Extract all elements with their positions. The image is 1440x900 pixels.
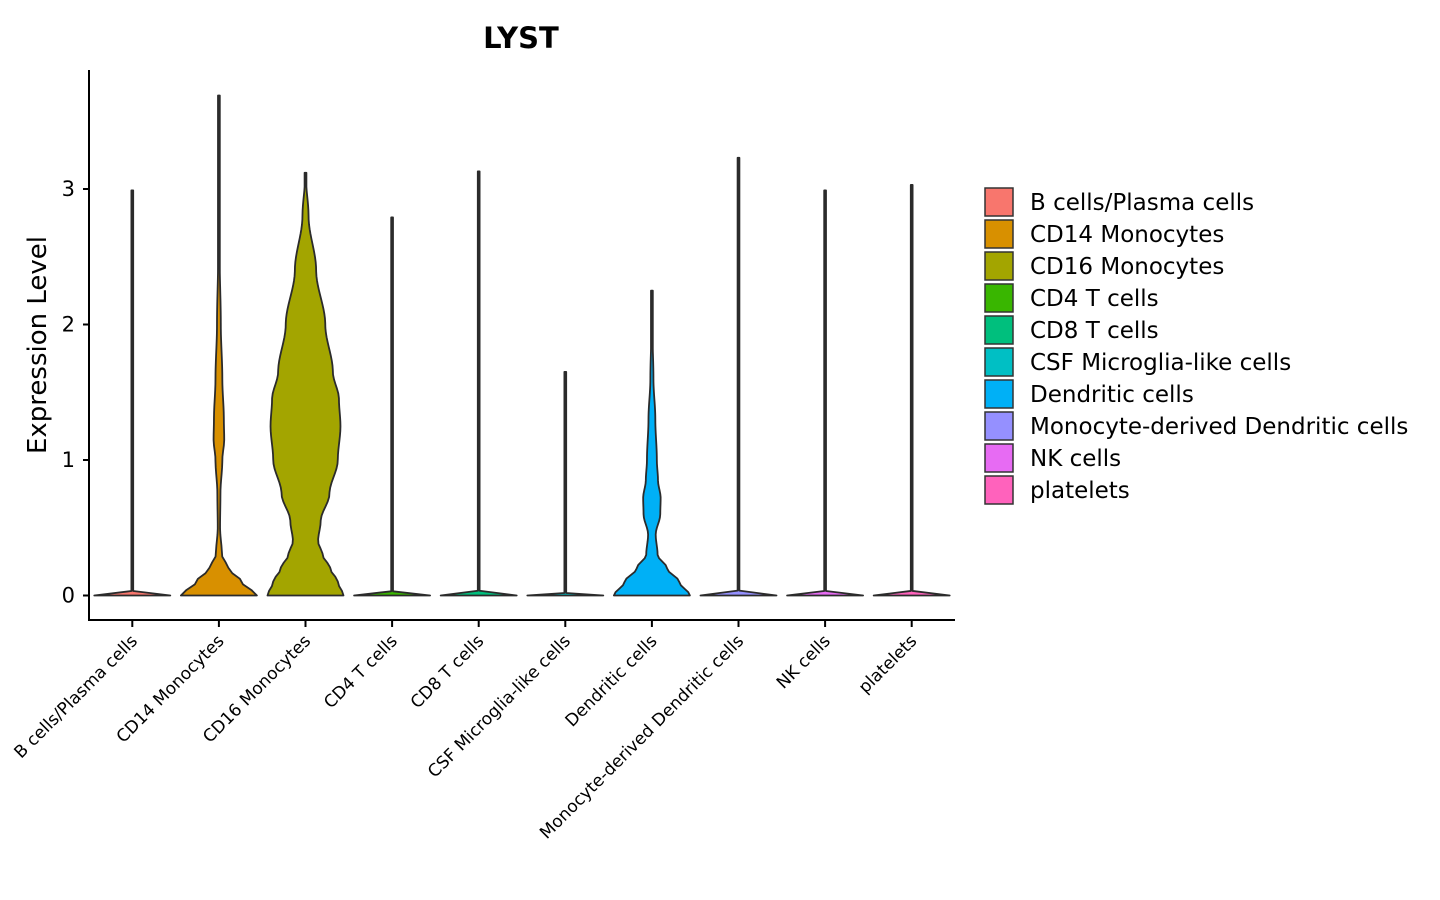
legend-swatch	[984, 411, 1014, 441]
legend-swatch	[984, 187, 1014, 217]
x-tick-label: CD4 T cells	[320, 631, 401, 712]
violin-2	[180, 94, 258, 597]
y-tick-label: 3	[62, 177, 75, 201]
x-tick-label: CD8 T cells	[407, 631, 488, 712]
violin-1	[93, 189, 172, 597]
legend-label: Dendritic cells	[1030, 382, 1194, 408]
violin-7	[613, 289, 691, 597]
chart-title: LYST	[483, 21, 559, 55]
x-tick-label: CSF Microglia-like cells	[424, 631, 575, 782]
violin-8	[699, 156, 778, 597]
y-axis-title: Expression Level	[23, 236, 53, 454]
violin-6	[526, 371, 605, 597]
y-tick-label: 1	[62, 448, 75, 472]
legend-swatch	[984, 379, 1014, 409]
legend-swatch	[984, 283, 1014, 313]
legend-label: CD8 T cells	[1030, 318, 1159, 344]
y-tick-label: 0	[62, 584, 75, 608]
legend-swatch	[984, 251, 1014, 281]
y-tick-label: 2	[62, 313, 75, 337]
violin-4	[353, 216, 431, 597]
violin-5	[439, 170, 518, 597]
legend-label: CD14 Monocytes	[1030, 222, 1224, 248]
legend-label: CSF Microglia-like cells	[1030, 350, 1291, 376]
legend-swatch	[984, 219, 1014, 249]
legend-label: platelets	[1030, 478, 1130, 504]
legend-swatch	[984, 315, 1014, 345]
violin-3	[266, 171, 345, 597]
legend: B cells/Plasma cells CD14 Monocytes CD16 M…	[984, 187, 1408, 505]
x-tick-label: platelets	[855, 631, 921, 697]
x-tick-label: NK cells	[773, 631, 835, 693]
legend-label: CD4 T cells	[1030, 286, 1159, 312]
legend-swatch	[984, 475, 1014, 505]
violin-9	[786, 189, 864, 597]
violins-group	[93, 94, 951, 597]
y-axis-ticks: 0 1 2 3	[62, 177, 89, 608]
legend-label: B cells/Plasma cells	[1030, 190, 1254, 216]
x-tick-label: Dendritic cells	[562, 631, 662, 731]
legend-swatch	[984, 443, 1014, 473]
legend-swatch	[984, 347, 1014, 377]
violin-10	[872, 184, 951, 597]
legend-label: Monocyte-derived Dendritic cells	[1030, 414, 1408, 440]
legend-label: NK cells	[1030, 446, 1121, 472]
legend-label: CD16 Monocytes	[1030, 254, 1224, 280]
